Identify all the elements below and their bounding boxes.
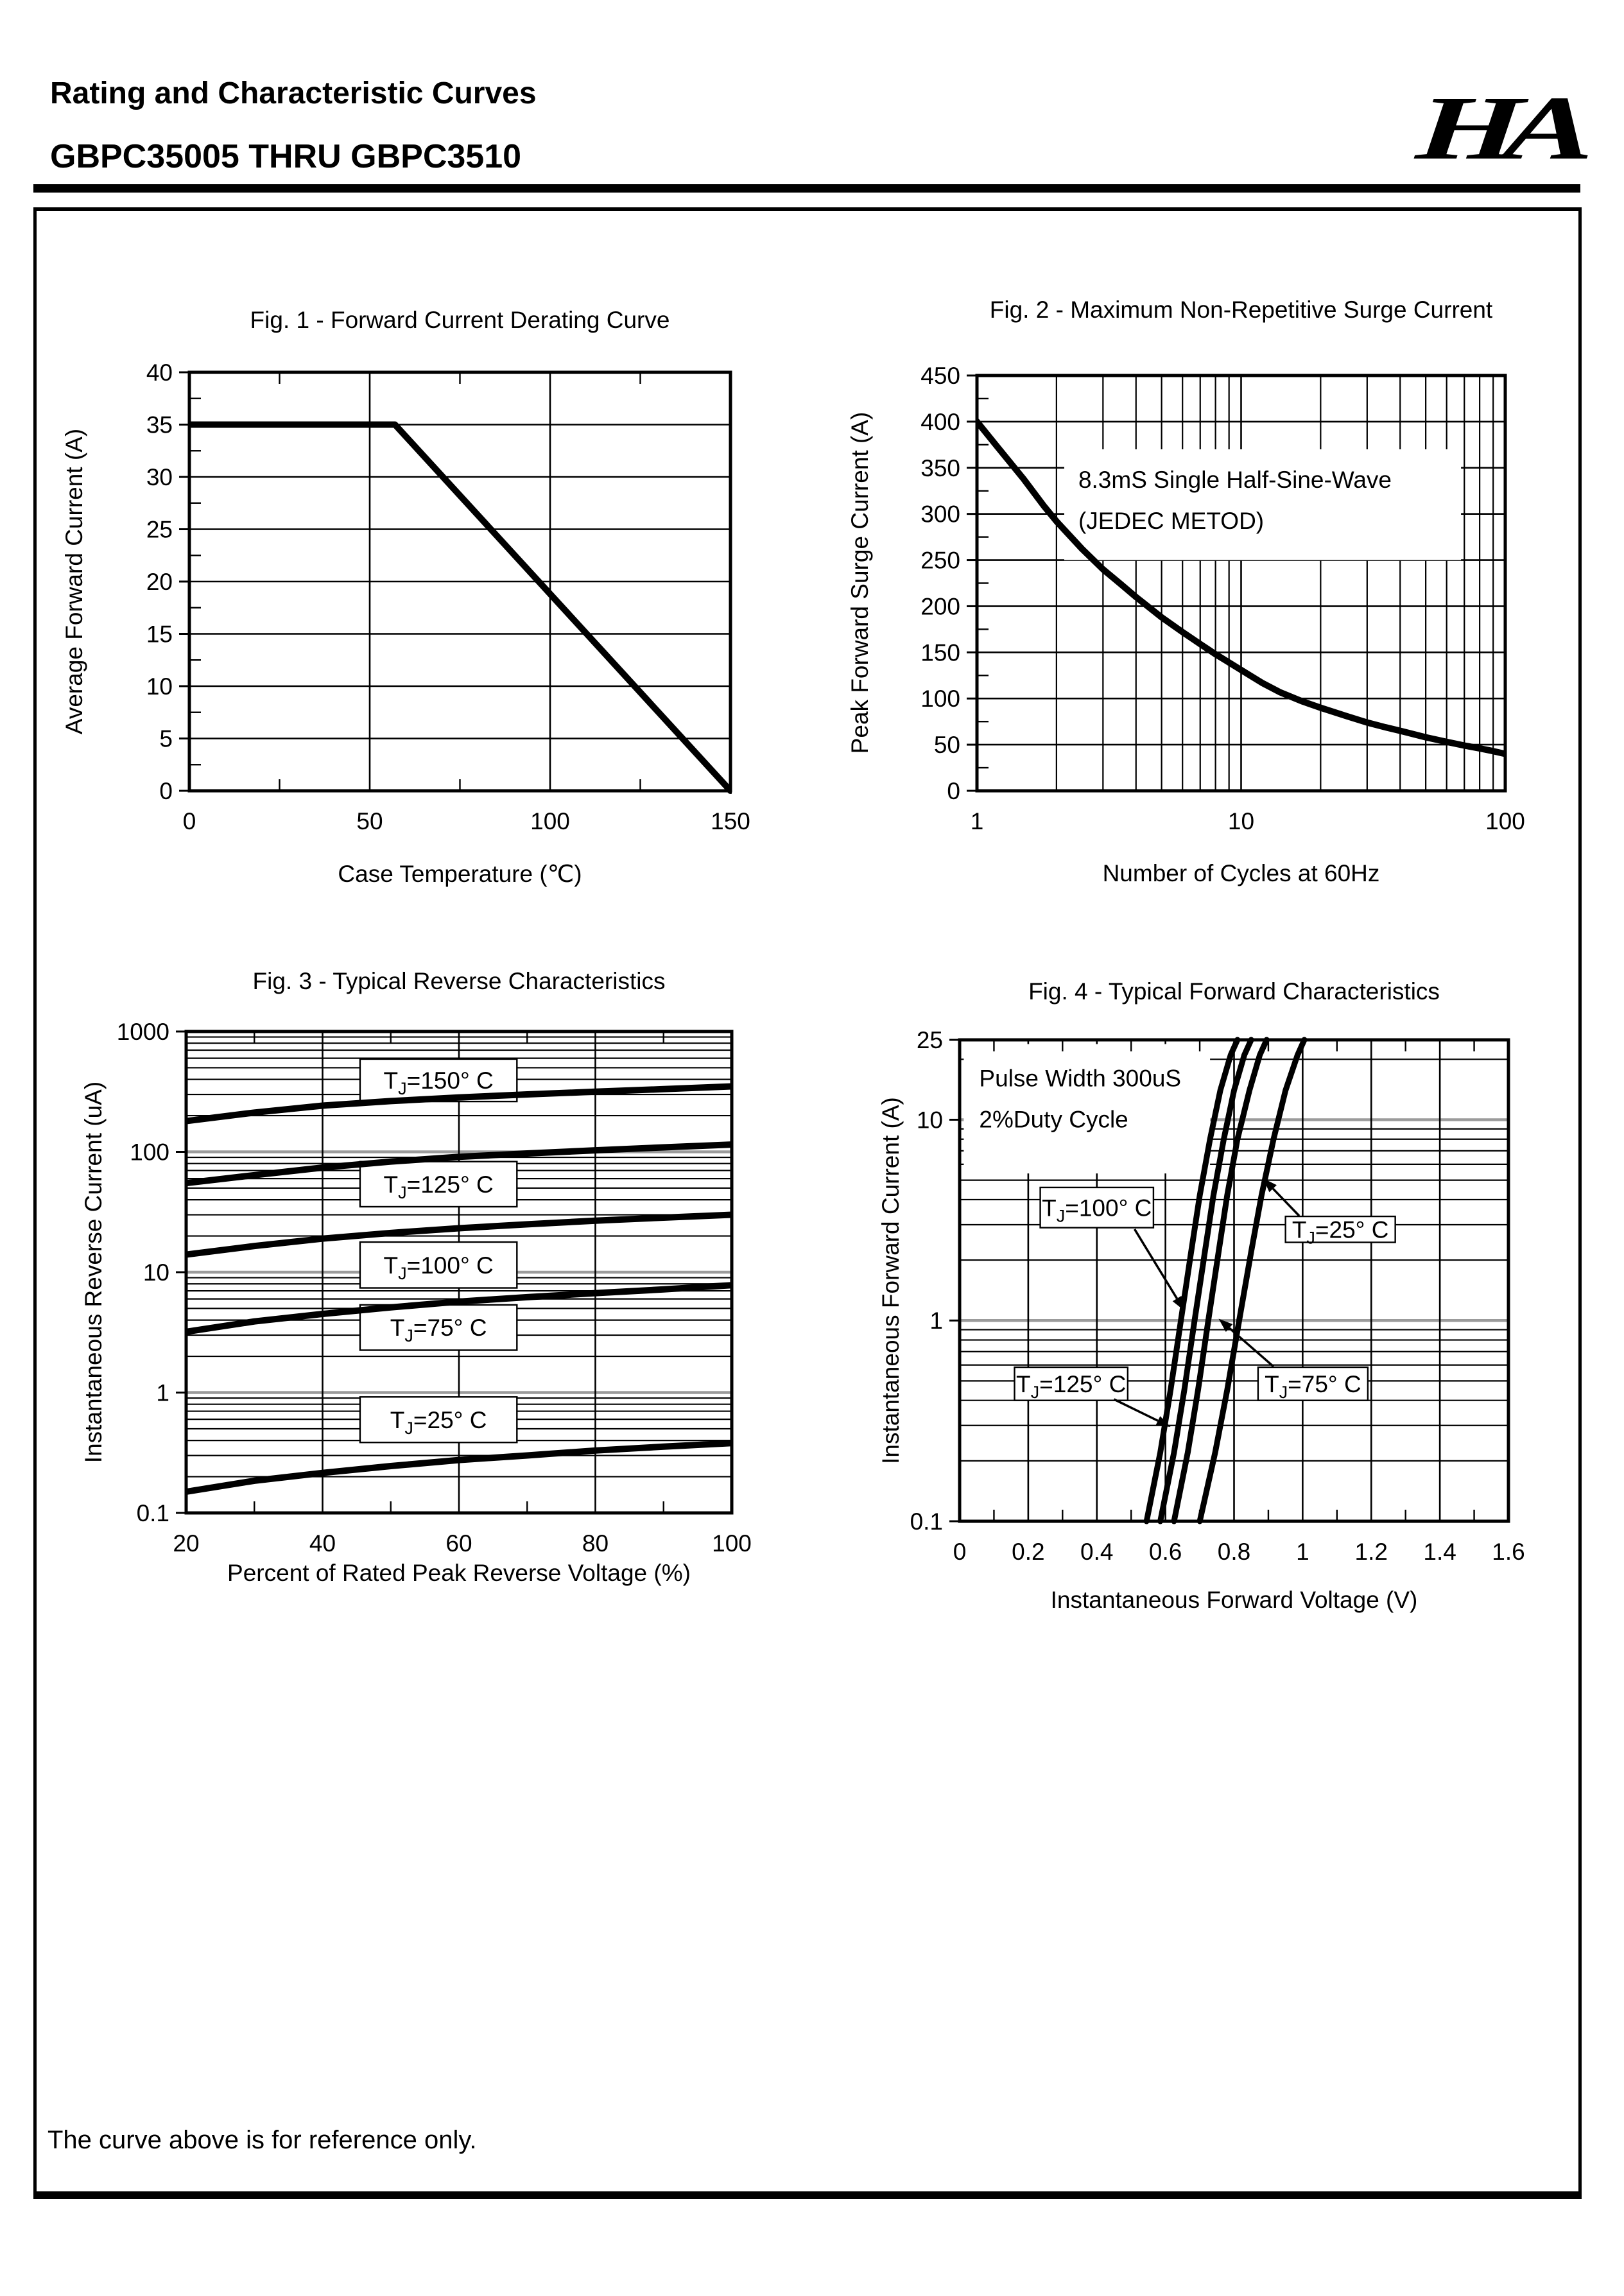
svg-text:20: 20 <box>173 1530 199 1557</box>
fig4-xaxis-label: Instantaneous Forward Voltage (V) <box>1050 1587 1418 1613</box>
svg-text:0.1: 0.1 <box>137 1500 169 1526</box>
svg-text:1: 1 <box>1296 1539 1309 1565</box>
svg-text:0.4: 0.4 <box>1080 1539 1113 1565</box>
svg-text:10: 10 <box>146 673 173 700</box>
svg-text:TJ=25° C: TJ=25° C <box>1292 1216 1389 1247</box>
svg-text:TJ=125° C: TJ=125° C <box>384 1171 494 1202</box>
svg-text:50: 50 <box>934 732 960 758</box>
svg-text:350: 350 <box>920 455 960 481</box>
fig2-title: Fig. 2 - Maximum Non-Repetitive Surge Cu… <box>989 297 1493 323</box>
svg-text:TJ=150° C: TJ=150° C <box>384 1067 494 1098</box>
fig3-title: Fig. 3 - Typical Reverse Characteristics <box>252 968 666 994</box>
svg-text:(JEDEC METOD): (JEDEC METOD) <box>1078 508 1264 534</box>
svg-text:250: 250 <box>920 548 960 574</box>
fig1-xaxis-label: Case Temperature (℃) <box>338 861 582 887</box>
svg-text:150: 150 <box>711 808 750 834</box>
svg-text:5: 5 <box>159 726 173 752</box>
svg-text:15: 15 <box>146 621 173 648</box>
svg-text:TJ=25° C: TJ=25° C <box>390 1407 487 1438</box>
svg-text:TJ=75° C: TJ=75° C <box>390 1315 487 1345</box>
svg-text:Pulse Width 300uS: Pulse Width 300uS <box>979 1066 1181 1092</box>
svg-text:450: 450 <box>920 363 960 389</box>
svg-text:100: 100 <box>1485 808 1525 834</box>
svg-text:30: 30 <box>146 464 173 490</box>
svg-text:0: 0 <box>183 808 196 834</box>
svg-text:1.6: 1.6 <box>1492 1539 1525 1565</box>
svg-text:TJ=125° C: TJ=125° C <box>1016 1371 1126 1402</box>
curves-border-box <box>33 207 1582 2199</box>
svg-text:1: 1 <box>156 1380 169 1406</box>
svg-text:1: 1 <box>929 1308 943 1334</box>
svg-text:80: 80 <box>582 1530 609 1557</box>
reference-note: The curve above is for reference only. <box>48 2126 477 2154</box>
svg-text:25: 25 <box>917 1027 943 1053</box>
svg-text:0.2: 0.2 <box>1012 1539 1044 1565</box>
svg-text:0: 0 <box>953 1539 967 1565</box>
svg-text:60: 60 <box>445 1530 472 1557</box>
svg-text:1000: 1000 <box>117 1019 169 1045</box>
svg-text:10: 10 <box>1228 808 1254 834</box>
svg-text:200: 200 <box>920 593 960 619</box>
fig4-title: Fig. 4 - Typical Forward Characteristics <box>1028 978 1440 1005</box>
svg-text:100: 100 <box>920 686 960 712</box>
svg-text:100: 100 <box>530 808 570 834</box>
svg-text:1.2: 1.2 <box>1355 1539 1388 1565</box>
svg-text:8.3mS Single Half-Sine-Wave: 8.3mS Single Half-Sine-Wave <box>1078 467 1392 493</box>
fig2-xaxis-label: Number of Cycles at 60Hz <box>1102 860 1380 886</box>
svg-text:0.1: 0.1 <box>910 1508 943 1535</box>
page-title: Rating and Characteristic Curves <box>50 76 537 110</box>
svg-text:1: 1 <box>971 808 984 834</box>
svg-text:10: 10 <box>143 1259 169 1286</box>
svg-text:1.4: 1.4 <box>1423 1539 1456 1565</box>
svg-text:100: 100 <box>712 1530 752 1557</box>
svg-text:TJ=75° C: TJ=75° C <box>1265 1371 1361 1402</box>
svg-text:10: 10 <box>917 1107 943 1133</box>
svg-text:0: 0 <box>159 778 173 804</box>
header-divider-bar <box>33 184 1580 193</box>
fig1-title: Fig. 1 - Forward Current Derating Curve <box>250 307 670 333</box>
svg-text:2%Duty Cycle: 2%Duty Cycle <box>979 1107 1128 1133</box>
svg-text:0.8: 0.8 <box>1218 1539 1250 1565</box>
svg-text:TJ=100° C: TJ=100° C <box>384 1252 494 1283</box>
svg-text:35: 35 <box>146 412 173 438</box>
svg-text:20: 20 <box>146 569 173 595</box>
svg-text:100: 100 <box>130 1139 169 1166</box>
svg-text:400: 400 <box>920 409 960 435</box>
svg-text:25: 25 <box>146 517 173 543</box>
svg-text:0.6: 0.6 <box>1149 1539 1182 1565</box>
svg-text:300: 300 <box>920 501 960 528</box>
svg-text:40: 40 <box>309 1530 336 1557</box>
svg-text:50: 50 <box>356 808 383 834</box>
svg-text:150: 150 <box>920 639 960 666</box>
svg-text:TJ=100° C: TJ=100° C <box>1042 1195 1152 1225</box>
part-number-range: GBPC35005 THRU GBPC3510 <box>50 138 522 175</box>
fig3-xaxis-label: Percent of Rated Peak Reverse Voltage (%… <box>227 1560 691 1586</box>
svg-text:0: 0 <box>947 778 960 804</box>
svg-text:40: 40 <box>146 359 173 386</box>
